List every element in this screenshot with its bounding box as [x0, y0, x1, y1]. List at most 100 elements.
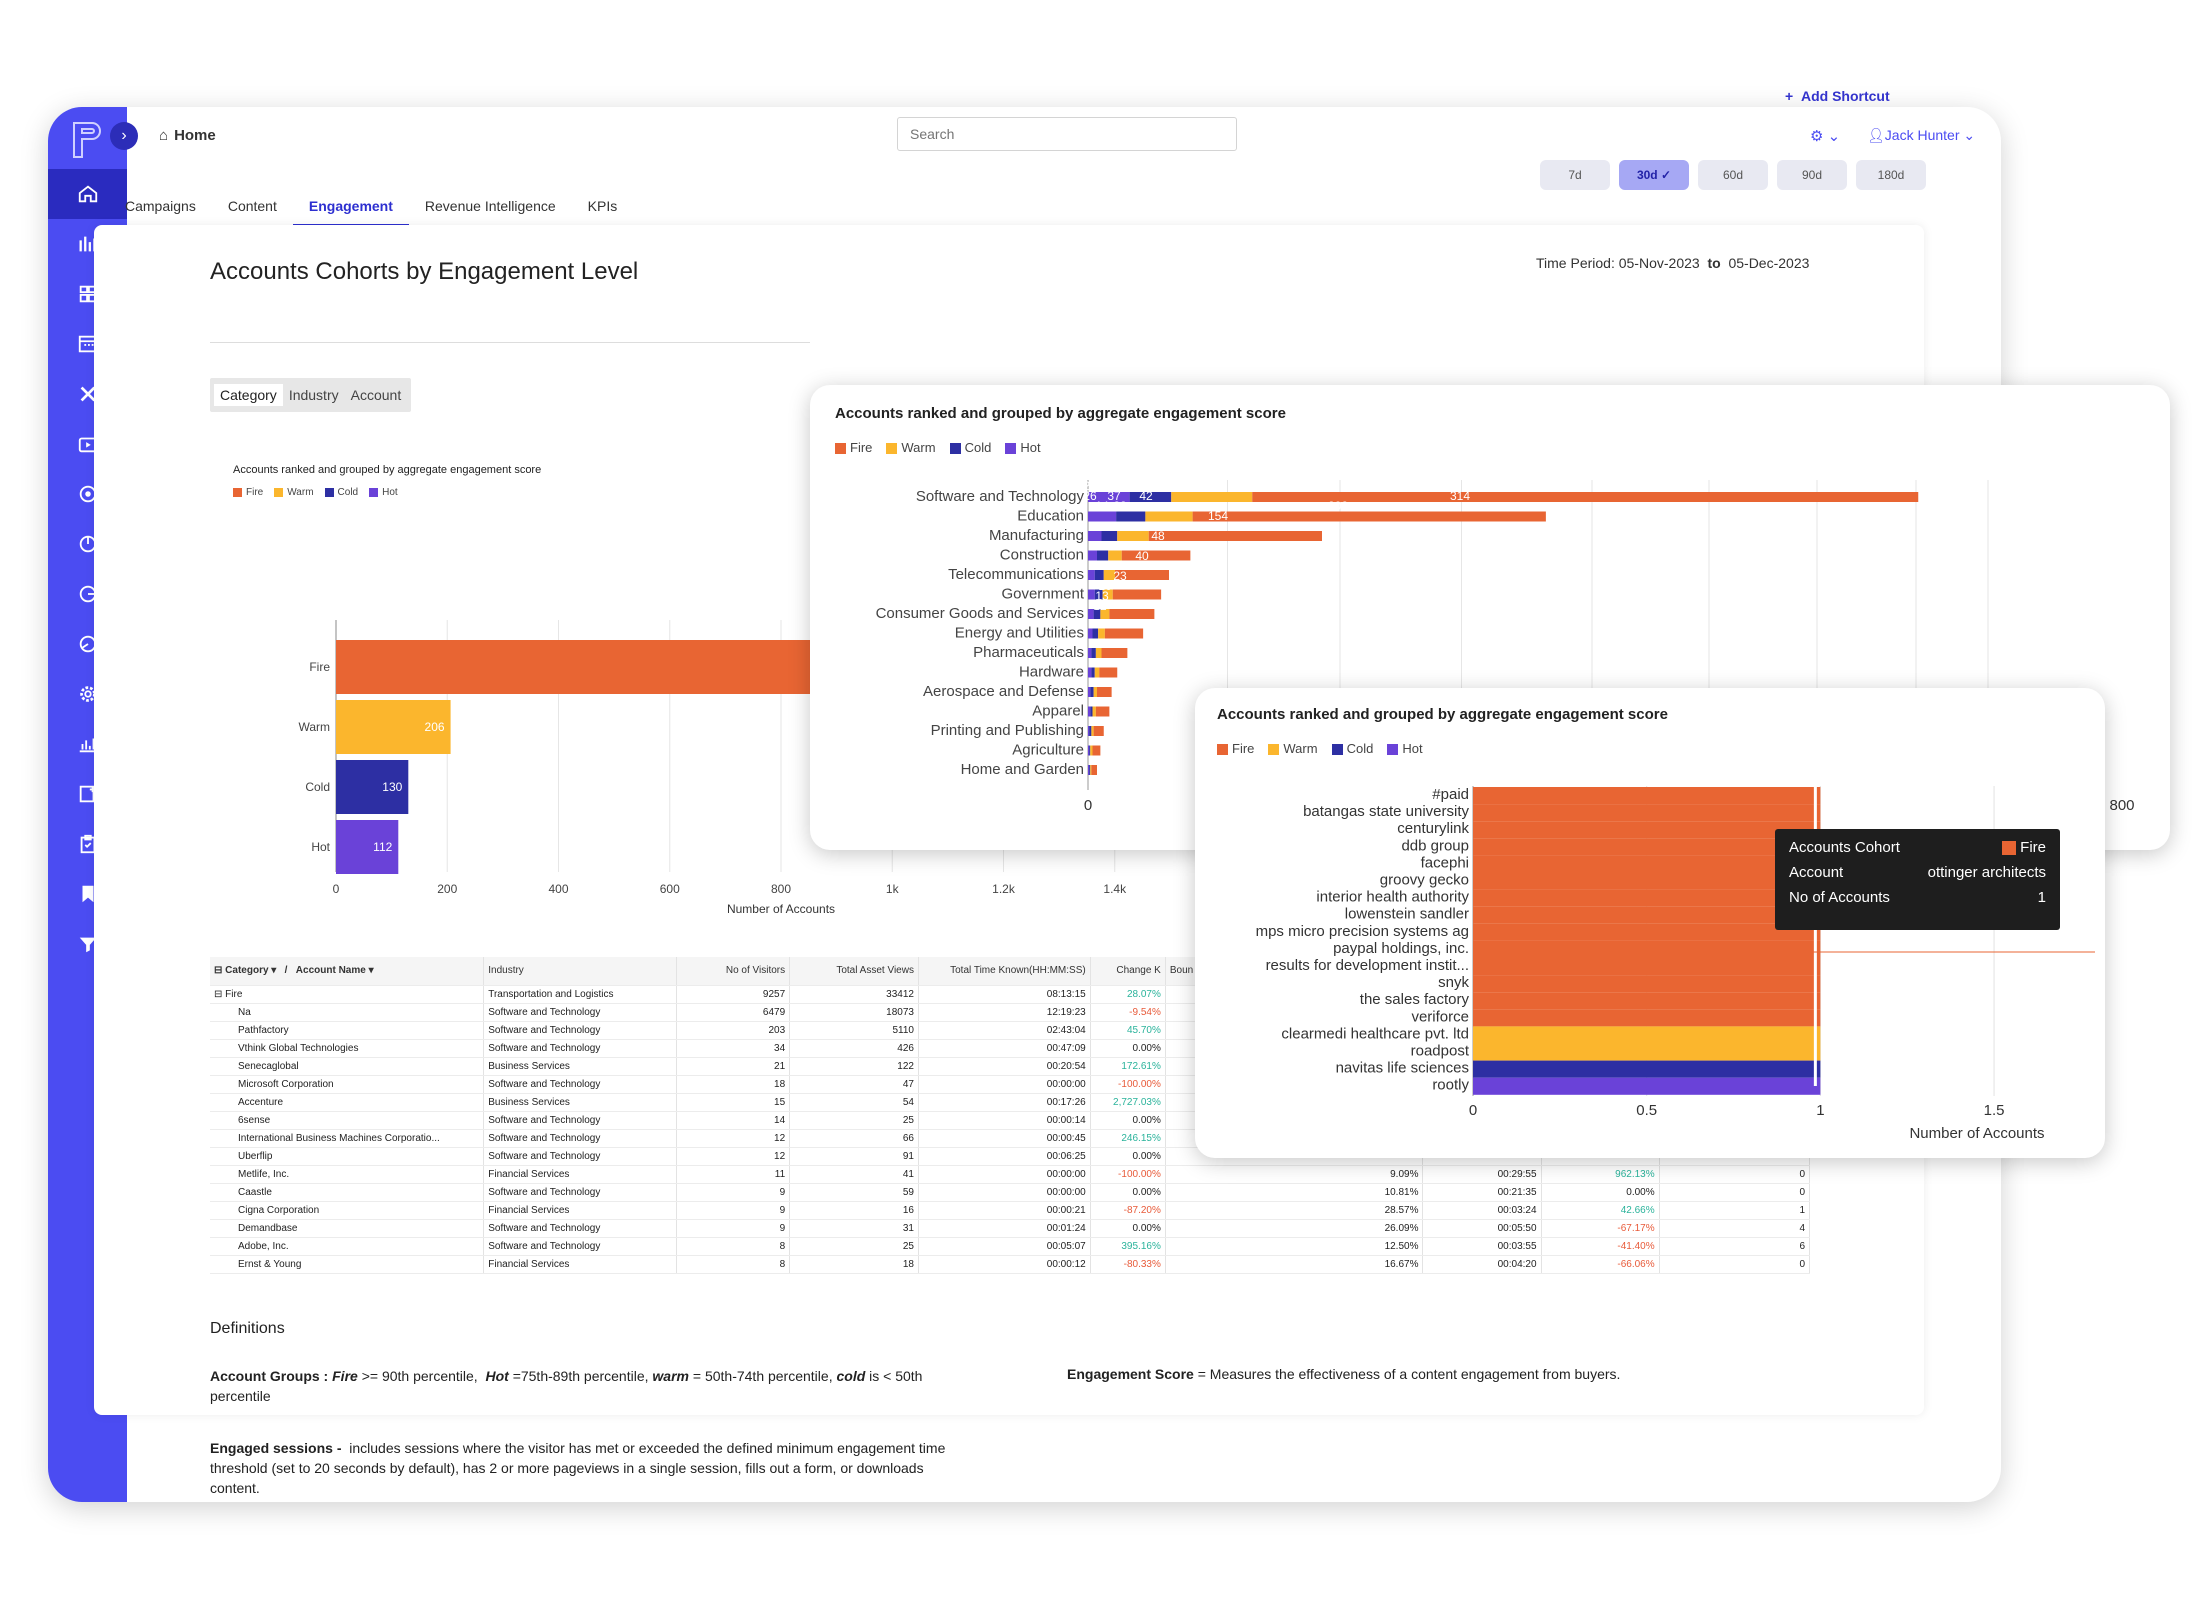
table-cell: 00:17:26	[918, 1093, 1091, 1112]
bar-cold	[1473, 1060, 1821, 1078]
tab-engagement[interactable]: Engagement	[292, 193, 409, 227]
nav-home-icon[interactable]	[48, 169, 127, 219]
table-row[interactable]: Demandbase Software and Technology 9 31 00:0…	[210, 1219, 1811, 1238]
table-cell: 0	[1659, 1255, 1811, 1274]
header-account-name: Account Name	[295, 965, 366, 977]
legend-warm[interactable]: Warm	[1268, 741, 1318, 756]
tab-campaigns[interactable]: Campaigns	[125, 198, 196, 214]
check-icon: ✓	[1660, 168, 1672, 182]
legend-cold-label: Cold	[964, 440, 992, 455]
period-60d-button[interactable]: 60d	[1698, 160, 1768, 190]
legend-hot[interactable]: Hot	[369, 487, 398, 498]
nav-bookmark-icon[interactable]	[48, 869, 127, 919]
nav-tools-icon[interactable]	[48, 369, 127, 419]
legend-fire[interactable]: Fire	[233, 487, 263, 498]
table-cell: 6sense	[210, 1111, 485, 1130]
topbar: ⌂ Home ⚙ ⌄ 👤︎Jack Hunter ⌄	[127, 107, 2001, 167]
table-cell: 4	[1659, 1219, 1811, 1238]
bar-data-label: 16	[1098, 579, 1112, 593]
legend-cold[interactable]: Cold	[1331, 741, 1373, 756]
tab-content[interactable]: Content	[227, 198, 277, 214]
search-input[interactable]	[897, 117, 1237, 151]
nav-filter-icon[interactable]	[48, 919, 127, 969]
table-row[interactable]: Ernst & Young Financial Services 8 18 00:00:…	[210, 1255, 1811, 1274]
table-cell: 12	[676, 1147, 791, 1166]
bar-hot	[1088, 492, 1130, 502]
segment-category[interactable]: Category	[214, 384, 283, 406]
user-menu[interactable]: 👤︎Jack Hunter ⌄	[1867, 127, 1975, 144]
table-cell: -80.33%	[1090, 1255, 1166, 1274]
col-header-asset-views[interactable]: Total Asset Views	[789, 957, 919, 986]
legend-warm[interactable]: Warm	[886, 440, 936, 455]
bar-data-label: 202	[1328, 499, 1348, 513]
segment-industry[interactable]: Industry	[288, 387, 339, 403]
legend-cold[interactable]: Cold	[324, 487, 358, 498]
legend-cold[interactable]: Cold	[949, 440, 992, 455]
y-category-label: Hot	[311, 840, 330, 854]
table-cell: 5110	[789, 1021, 919, 1040]
nav-add-report-icon[interactable]	[48, 769, 127, 819]
table-cell: 0	[1659, 1165, 1811, 1184]
col-header-visitors[interactable]: No of Visitors	[676, 957, 791, 986]
chevron-down-icon: ⌄	[1963, 127, 1976, 143]
col-header-category[interactable]: ⊟ Category ▾ / Account Name ▾	[210, 957, 485, 986]
bar-data-label: 13	[1095, 589, 1109, 603]
col-header-industry[interactable]: Industry	[483, 957, 678, 986]
period-180d-button[interactable]: 180d	[1856, 160, 1926, 190]
table-row[interactable]: Adobe, Inc. Software and Technology 8 25 00:…	[210, 1237, 1811, 1256]
legend-warm[interactable]: Warm	[274, 487, 314, 498]
table-cell: 9	[676, 1183, 791, 1202]
tab-kpis[interactable]: KPIs	[587, 198, 618, 214]
nav-bar-chart-icon[interactable]	[48, 719, 127, 769]
bar-fire	[1473, 923, 1821, 941]
breadcrumb-home[interactable]: ⌂ Home	[159, 127, 216, 144]
table-cell: Vthink Global Technologies	[210, 1039, 485, 1058]
table-row[interactable]: Cigna Corporation Financial Services 9 16 00…	[210, 1201, 1811, 1220]
nav-settings-icon[interactable]	[48, 669, 127, 719]
table-cell: 18	[676, 1075, 791, 1094]
bar-hot	[1088, 745, 1090, 756]
def-sessions-text: includes sessions where the visitor has …	[210, 1440, 946, 1496]
bar-data-label: 154	[1208, 509, 1228, 523]
col-header-time-known[interactable]: Total Time Known(HH:MM:SS)	[918, 957, 1091, 986]
header-slash: /	[284, 965, 288, 977]
chevron-down-icon: ⌄	[1827, 128, 1841, 145]
period-7d-button[interactable]: 7d	[1540, 160, 1610, 190]
bar-data-label: 48	[1151, 529, 1165, 543]
sidebar-collapse-button[interactable]: ›	[110, 122, 138, 150]
legend-hot[interactable]: Hot	[1005, 440, 1041, 455]
settings-dropdown[interactable]: ⚙ ⌄	[1810, 127, 1840, 145]
period-90d-button[interactable]: 90d	[1777, 160, 1847, 190]
x-tick-label: 800	[2109, 797, 2134, 814]
segment-account[interactable]: Account	[350, 387, 402, 403]
bar-warm	[1473, 1026, 1821, 1044]
legend-fire[interactable]: Fire	[1217, 741, 1254, 756]
table-cell: 12	[676, 1129, 791, 1148]
period-30d-button[interactable]: 30d ✓	[1619, 160, 1689, 190]
table-cell: -41.40%	[1541, 1237, 1660, 1256]
def-score-label: Engagement Score	[1067, 1366, 1194, 1382]
nav-clipboard-icon[interactable]	[48, 819, 127, 869]
table-cell: 91	[789, 1147, 919, 1166]
add-shortcut-button[interactable]: + Add Shortcut	[1785, 88, 1890, 104]
bar-cold	[1090, 687, 1094, 697]
tooltip-account-label: Account	[1789, 864, 1844, 881]
bar-data-label: 14	[1095, 499, 1109, 513]
bar-hot	[336, 820, 399, 874]
def-fire-rule: >= 90th percentile,	[361, 1368, 478, 1384]
legend-fire[interactable]: Fire	[835, 440, 872, 455]
nav-grid-icon[interactable]	[48, 269, 127, 319]
bar-fire	[1115, 570, 1169, 580]
legend-hot[interactable]: Hot	[1387, 741, 1423, 756]
grouping-segmented-control: Category Industry Account	[210, 378, 412, 412]
table-row[interactable]: Caastle Software and Technology 9 59 00:00:0…	[210, 1183, 1811, 1202]
tab-revenue-intelligence[interactable]: Revenue Intelligence	[424, 198, 556, 214]
table-cell: 6	[1659, 1237, 1811, 1256]
nav-reports-icon[interactable]	[48, 219, 127, 269]
bar-fire	[1099, 667, 1118, 678]
col-header-change[interactable]: Change K	[1090, 957, 1166, 986]
table-cell: 2,727.03%	[1090, 1093, 1166, 1112]
def-hot: Hot	[485, 1368, 509, 1384]
table-row[interactable]: Metlife, Inc. Financial Services 11 41 00:00…	[210, 1165, 1811, 1184]
table-cell: 1	[1659, 1201, 1811, 1220]
